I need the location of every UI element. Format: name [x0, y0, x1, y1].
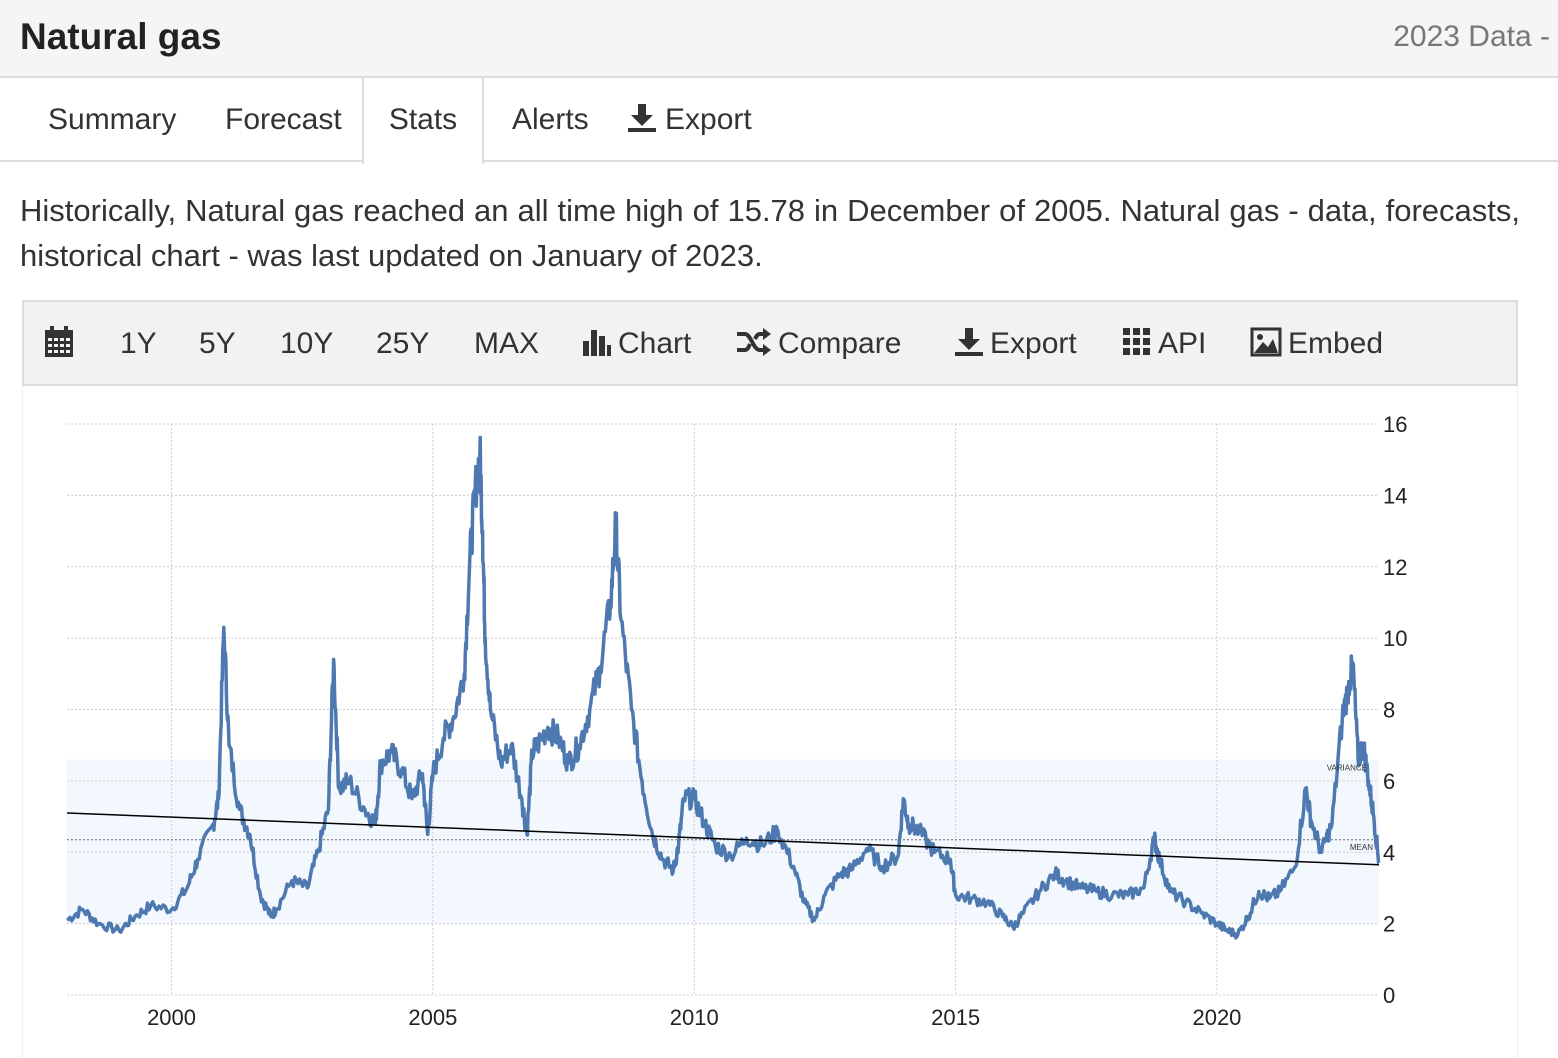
data-dropdown[interactable]: 2023 Data -: [1393, 20, 1550, 53]
x-tick-label: 2015: [931, 1005, 980, 1030]
mean-label: MEAN: [1350, 843, 1373, 852]
trend-line: [66, 812, 1380, 866]
tab-stats[interactable]: Stats: [362, 78, 484, 164]
period-10y-button[interactable]: 10Y: [280, 327, 334, 360]
period-5y-button[interactable]: 5Y: [199, 327, 236, 360]
y-tick-label: 14: [1383, 483, 1407, 508]
tab-forecast[interactable]: Forecast: [225, 78, 342, 162]
chart-type-button[interactable]: Chart: [582, 302, 691, 386]
series-layer: [66, 435, 1381, 940]
shuffle-icon: [737, 328, 771, 357]
image-icon: [1250, 327, 1282, 357]
compare-label: Compare: [778, 327, 902, 360]
chart-toolbar: 1Y 5Y 10Y 25Y MAX Chart Compare Export: [22, 300, 1518, 386]
y-tick-label: 8: [1383, 698, 1395, 723]
tab-stats-label: Stats: [388, 103, 458, 136]
tab-summary[interactable]: Summary: [48, 78, 176, 162]
overlay-layer: MEAN VARIANCE: [66, 763, 1380, 866]
natural-gas-chart: MEAN VARIANCE 0 2 4 6 8 10 12 14 16 2000 2005 2010 20…: [66, 412, 1407, 1030]
toolbar-export-label: Export: [990, 327, 1077, 360]
tab-forecast-label: Forecast: [225, 103, 342, 136]
y-tick-label: 12: [1383, 555, 1407, 580]
tab-bar: Summary Forecast Stats Alerts Export: [0, 78, 1558, 164]
x-tick-label: 2010: [670, 1005, 719, 1030]
period-1y-button[interactable]: 1Y: [120, 327, 157, 360]
embed-label: Embed: [1288, 327, 1384, 360]
chart-type-label: Chart: [618, 327, 692, 360]
y-tick-label: 16: [1383, 412, 1407, 437]
tick-layer: 0 2 4 6 8 10 12 14 16 2000 2005 2010 2015 2020: [147, 412, 1407, 1030]
grid-layer: [67, 423, 1379, 996]
toolbar-export-button[interactable]: Export: [954, 302, 1077, 386]
tab-alerts-label: Alerts: [512, 103, 589, 136]
period-25y-button[interactable]: 25Y: [376, 327, 430, 360]
compare-button[interactable]: Compare: [736, 302, 901, 386]
x-tick-label: 2020: [1192, 1005, 1241, 1030]
series-line-natural-gas: [66, 435, 1381, 940]
page-title: Natural gas: [20, 16, 222, 57]
y-tick-label: 0: [1383, 983, 1395, 1008]
tab-export[interactable]: Export: [627, 78, 752, 162]
calendar-button[interactable]: [44, 302, 80, 386]
y-tick-label: 6: [1383, 769, 1395, 794]
embed-button[interactable]: Embed: [1250, 302, 1383, 386]
description-text: Historically, Natural gas reached an all…: [20, 193, 1520, 273]
chart-container: MEAN VARIANCE 0 2 4 6 8 10 12 14 16 2000 2005 2010 20…: [22, 386, 1518, 1058]
tab-export-label: Export: [665, 103, 752, 136]
y-tick-label: 2: [1383, 912, 1395, 937]
page-header: Natural gas 2023 Data -: [0, 0, 1558, 78]
tab-alerts[interactable]: Alerts: [512, 78, 589, 162]
api-button[interactable]: API: [1122, 302, 1206, 386]
grid-icon: [1123, 328, 1150, 356]
api-label: API: [1158, 327, 1207, 360]
variance-label: VARIANCE: [1327, 763, 1367, 772]
y-tick-label: 4: [1383, 840, 1395, 865]
download-icon: [628, 104, 656, 133]
bar-chart-icon: [583, 330, 611, 357]
y-tick-label: 10: [1383, 626, 1407, 651]
download-icon: [955, 328, 983, 357]
period-max-button[interactable]: MAX: [474, 327, 540, 360]
tab-summary-label: Summary: [48, 103, 177, 136]
calendar-icon: [45, 326, 73, 358]
x-tick-label: 2000: [147, 1005, 196, 1030]
x-tick-label: 2005: [408, 1005, 457, 1030]
